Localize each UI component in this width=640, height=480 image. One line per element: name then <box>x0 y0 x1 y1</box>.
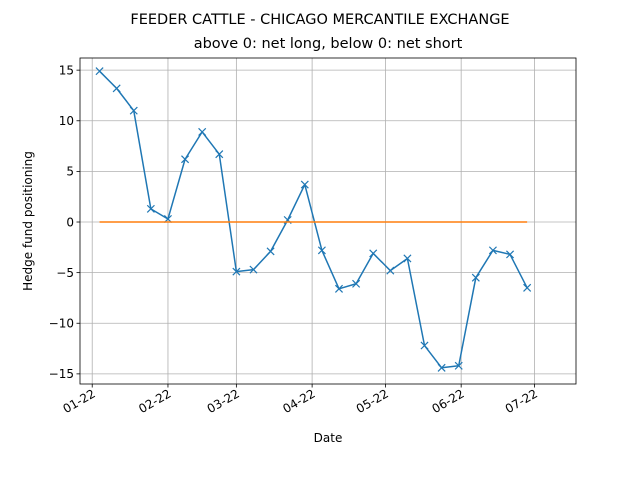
data-point <box>437 363 446 372</box>
data-point <box>488 246 497 255</box>
data-point <box>129 106 138 115</box>
data-point <box>232 267 241 276</box>
data-point <box>146 204 155 213</box>
data-point <box>317 246 326 255</box>
grid-layer <box>80 58 576 384</box>
data-point <box>300 180 309 189</box>
data-point <box>198 127 207 136</box>
data-point <box>249 265 258 274</box>
y-tick-label: −10 <box>49 317 74 331</box>
data-point <box>403 254 412 263</box>
data-point <box>266 247 275 256</box>
data-point <box>369 249 378 258</box>
data-point <box>215 150 224 159</box>
y-tick-label: 5 <box>66 165 74 179</box>
y-axis-label: Hedge fund positioning <box>21 151 35 291</box>
series-layer <box>95 67 532 372</box>
data-point <box>112 84 121 93</box>
data-point <box>181 155 190 164</box>
y-tick-label: −15 <box>49 367 74 381</box>
data-point <box>334 284 344 293</box>
y-tick-label: 10 <box>59 114 74 128</box>
data-point <box>471 273 480 282</box>
y-tick-label: −5 <box>56 266 74 280</box>
x-axis-label: Date <box>314 431 343 445</box>
plot-frame <box>79 57 577 385</box>
y-tick-label: 0 <box>66 215 74 229</box>
series-line <box>99 70 528 369</box>
y-tick-label: 15 <box>59 63 74 77</box>
data-point <box>506 250 515 259</box>
data-point <box>454 361 463 370</box>
chart-title: above 0: net long, below 0: net short <box>194 36 463 52</box>
chart-suptitle: FEEDER CATTLE - CHICAGO MERCANTILE EXCHA… <box>130 12 509 28</box>
data-point <box>420 341 429 350</box>
data-point <box>352 279 361 288</box>
data-point <box>95 67 104 76</box>
data-point <box>523 283 532 292</box>
data-point <box>386 266 395 275</box>
